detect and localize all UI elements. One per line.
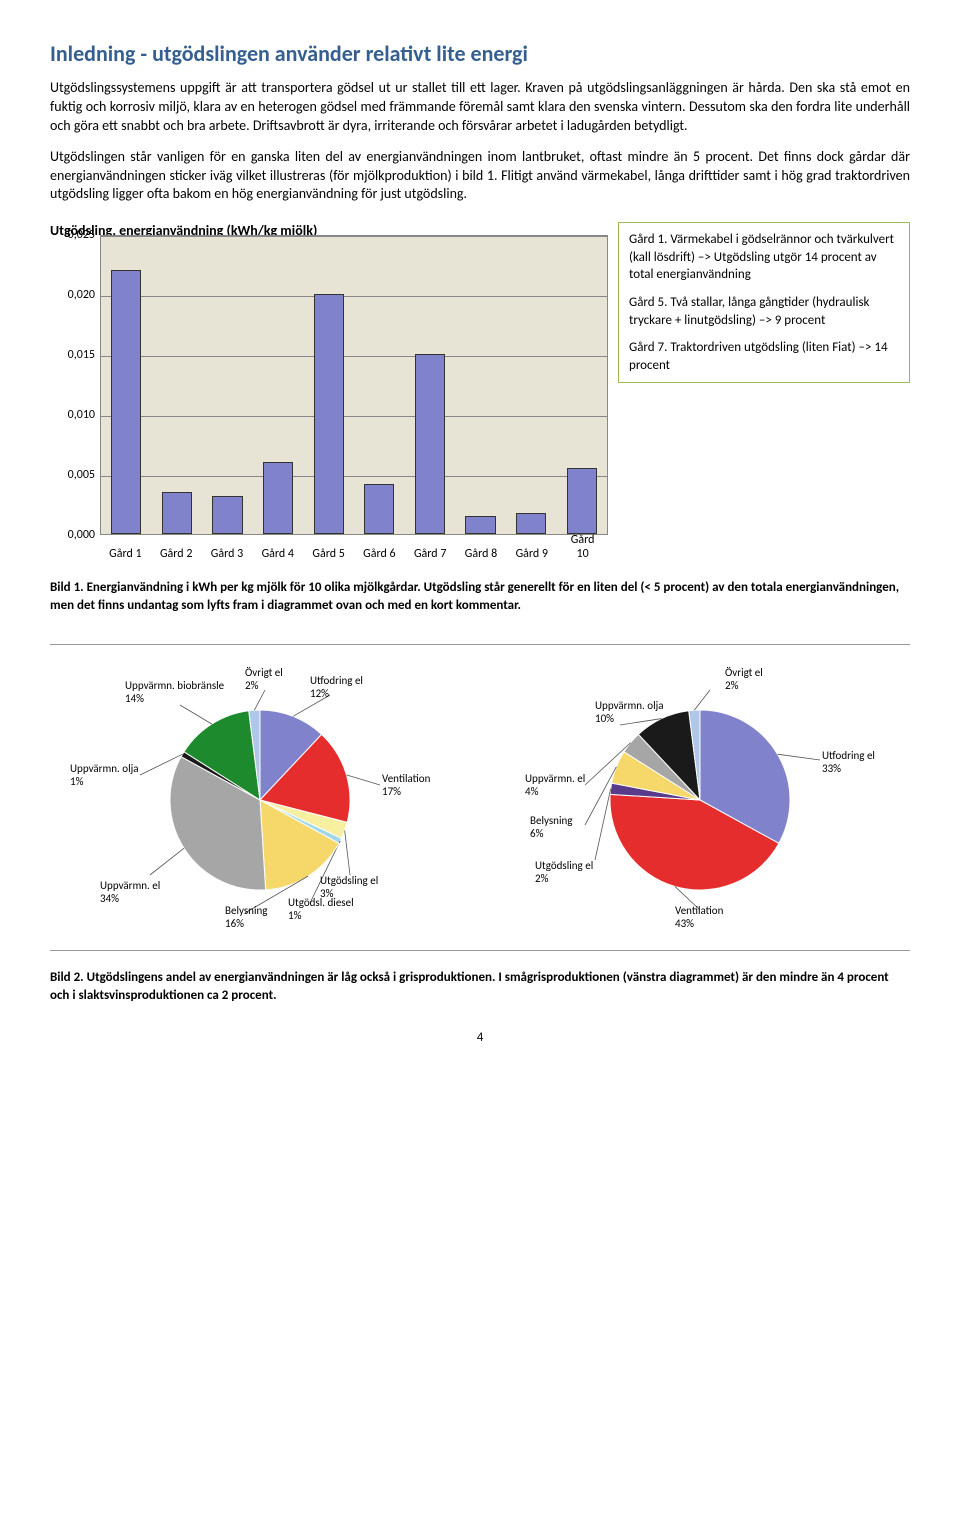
- pie-label: Ventilation43%: [675, 905, 723, 929]
- bar: [364, 484, 394, 534]
- intro-para-1: Utgödslingssystemens uppgift är att tran…: [50, 79, 910, 136]
- x-tick-label: Gård 10: [570, 533, 595, 561]
- y-tick-label: 0,020: [50, 288, 95, 302]
- caption-bild1: Bild 1. Energianvändning i kWh per kg mj…: [50, 579, 910, 614]
- comment-gard5: Gård 5. Två stallar, långa gångtider (hy…: [629, 294, 899, 329]
- bar: [465, 516, 495, 534]
- y-tick-label: 0,000: [50, 528, 95, 542]
- pie-label: Uppvärmn. el34%: [100, 880, 160, 904]
- bar-chart: 0,0000,0050,0100,0150,0200,025Gård 1Gård…: [100, 235, 608, 561]
- bar: [162, 492, 192, 534]
- bar: [567, 468, 597, 534]
- pie-label: Belysning6%: [530, 815, 572, 839]
- pie-label: Uppvärmn. el4%: [525, 773, 585, 797]
- pie-label: Utfodring el33%: [822, 750, 875, 774]
- pie-label: Utgödsl. diesel1%: [288, 897, 354, 921]
- pie-label: Uppvärmn. biobränsle14%: [125, 680, 224, 704]
- y-tick-label: 0,005: [50, 468, 95, 482]
- y-tick-label: 0,025: [50, 228, 95, 242]
- bar: [516, 513, 546, 535]
- pie-charts-row: Utfodring el12% Ventilation17% Utgödsling …: [50, 644, 910, 951]
- bar-chart-row: Utgödsling, energianvändning (kWh/kg mjö…: [50, 222, 910, 561]
- pie-label: Belysning16%: [225, 905, 267, 929]
- pie-label: Övrigt el2%: [725, 667, 763, 691]
- bar: [263, 462, 293, 534]
- x-tick-label: Gård 4: [262, 547, 294, 561]
- intro-para-2: Utgödslingen står vanligen för en ganska…: [50, 148, 910, 205]
- y-tick-label: 0,010: [50, 408, 95, 422]
- page-number: 4: [50, 1030, 910, 1045]
- comment-gard7: Gård 7. Traktordriven utgöds­ling (liten…: [629, 339, 899, 374]
- bar: [111, 270, 141, 534]
- bar: [314, 294, 344, 534]
- y-tick-label: 0,015: [50, 348, 95, 362]
- pie-label: Uppvärmn. olja1%: [70, 763, 139, 787]
- pie-label: Uppvärmn. olja10%: [595, 700, 664, 724]
- pie-label: Ventilation17%: [382, 773, 430, 797]
- chart-comment-box: Gård 1. Värmekabel i gödsel­rännor och t…: [618, 222, 910, 383]
- pie-label: Övrigt el2%: [245, 667, 283, 691]
- bar: [415, 354, 445, 534]
- pie-label: Utfodring el12%: [310, 675, 363, 699]
- x-tick-label: Gård 5: [312, 547, 344, 561]
- comment-gard1: Gård 1. Värmekabel i gödsel­rännor och t…: [629, 231, 899, 284]
- pie-chart-2: Utfodring el33%Ventilation43%Utgödsling …: [500, 665, 900, 925]
- x-tick-label: Gård 6: [363, 547, 395, 561]
- caption-bild2: Bild 2. Utgödslingens andel av energianv…: [50, 969, 910, 1004]
- x-tick-label: Gård 7: [414, 547, 446, 561]
- x-tick-label: Gård 8: [465, 547, 497, 561]
- bar: [212, 496, 242, 534]
- x-tick-label: Gård 9: [516, 547, 548, 561]
- page-heading: Inledning - utgödslingen använder relati…: [50, 40, 910, 67]
- x-tick-label: Gård 3: [211, 547, 243, 561]
- x-tick-label: Gård 1: [109, 547, 141, 561]
- pie-label: Utgödsling el2%: [535, 860, 593, 884]
- pie-chart-1: Utfodring el12%Ventilation17%Utgödsling …: [60, 665, 460, 925]
- x-tick-label: Gård 2: [160, 547, 192, 561]
